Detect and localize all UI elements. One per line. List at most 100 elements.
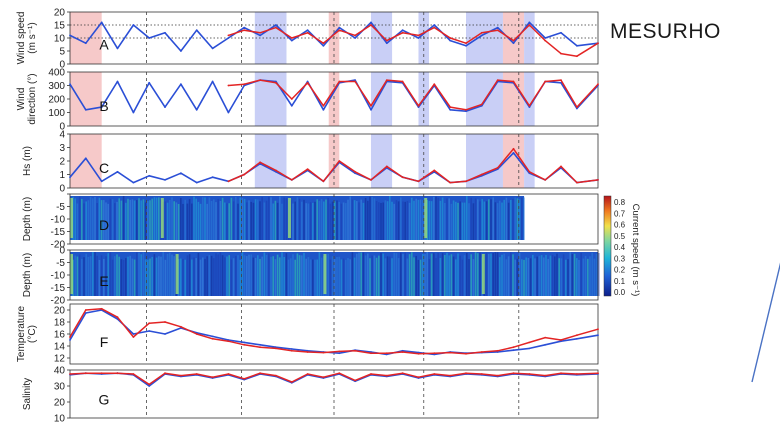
data-point (401, 176, 404, 179)
data-point (290, 348, 293, 350)
data-point (259, 343, 261, 346)
heatmap-streak (281, 203, 283, 240)
heatmap-streak (270, 256, 272, 296)
heatmap-streak (404, 252, 406, 296)
heatmap-streak (406, 200, 409, 240)
heatmap-streak (474, 198, 477, 240)
colorbar-tick-label: 0.2 (614, 266, 626, 275)
heatmap-streak (191, 203, 193, 240)
heatmap-streak (430, 253, 433, 296)
heatmap-streak (197, 201, 200, 240)
data-point (306, 351, 309, 353)
heatmap-streak (446, 252, 448, 296)
heatmap-streak (428, 259, 431, 296)
panel-letter: B (99, 98, 108, 114)
y-tick-label: 200 (48, 95, 65, 106)
heatmap-streak (140, 254, 142, 296)
data-point (401, 80, 404, 83)
heatmap-streak (490, 253, 492, 296)
data-point (164, 106, 166, 108)
data-point (528, 347, 531, 350)
heatmap-streak (408, 254, 411, 296)
heatmap-streak (81, 258, 83, 296)
heatmap-streak (347, 199, 349, 240)
heatmap-streak (510, 252, 512, 296)
heatmap-streak (239, 259, 241, 296)
data-point (211, 176, 214, 179)
heatmap-streak (180, 198, 182, 240)
heatmap-streak (217, 254, 219, 296)
data-point (354, 79, 356, 81)
heatmap-streak (208, 197, 211, 240)
heatmap-streak (215, 253, 217, 296)
colorbar-tick-label: 0.8 (614, 198, 626, 207)
heatmap-streak (329, 259, 332, 296)
heatmap-streak (131, 199, 134, 240)
data-point (322, 44, 325, 47)
heatmap-streak (362, 252, 365, 296)
y-tick-label: -20 (51, 296, 66, 307)
data-point (84, 309, 87, 311)
data-point (148, 81, 151, 84)
heatmap-streak (252, 202, 255, 240)
heatmap-streak (384, 200, 387, 240)
heatmap-streak (144, 259, 147, 296)
heatmap-streak (560, 258, 563, 296)
y-tick-label: 0 (59, 60, 65, 71)
heatmap-streak (353, 257, 356, 296)
data-point (417, 180, 420, 183)
heatmap-streak (160, 198, 164, 238)
heatmap-streak (342, 258, 345, 296)
heatmap-streak (448, 255, 450, 296)
heatmap-streak (518, 252, 521, 296)
heatmap-streak (419, 199, 422, 240)
heatmap-streak (186, 203, 189, 240)
heatmap-streak (169, 199, 171, 240)
heatmap-streak (329, 203, 332, 240)
data-point (322, 376, 325, 379)
heatmap-streak (380, 252, 382, 296)
heatmap-streak (411, 197, 413, 240)
heatmap-streak (521, 259, 523, 296)
data-point (417, 106, 420, 108)
heatmap-streak (356, 253, 358, 296)
heatmap-streak (391, 201, 393, 240)
heatmap-streak (261, 256, 263, 296)
heatmap-streak (459, 201, 461, 240)
heatmap-streak (177, 203, 180, 240)
panel-e: -20 -15-10 -50 Depth (m) E (22, 246, 600, 307)
heatmap-streak (309, 259, 312, 296)
heatmap-streak (243, 198, 246, 240)
y-tick-label: 30 (54, 382, 66, 393)
heatmap-streak (232, 201, 235, 240)
y-tick-label: 400 (48, 68, 65, 79)
heatmap-streak (378, 202, 380, 240)
heatmap-streak (116, 201, 118, 240)
y-tick-label: -10 (51, 271, 66, 282)
heatmap-streak (199, 259, 202, 296)
heatmap-streak (562, 254, 565, 296)
heatmap-streak (512, 198, 514, 240)
data-point (243, 173, 246, 176)
heatmap-streak (367, 253, 369, 296)
heatmap-streak (268, 253, 270, 296)
data-point (433, 83, 436, 86)
heatmap-streak (426, 252, 428, 296)
heatmap-streak (182, 203, 184, 240)
data-point (597, 372, 599, 375)
data-point (370, 108, 372, 111)
heatmap-streak (276, 202, 279, 240)
data-point (544, 336, 547, 339)
heatmap-streak (358, 252, 360, 296)
data-point (597, 83, 599, 86)
data-point (417, 376, 420, 379)
heatmap-streak (85, 253, 87, 296)
panel-letter: A (99, 36, 109, 52)
heatmap-streak (125, 258, 127, 296)
heatmap-streak (375, 200, 378, 240)
data-point (69, 34, 71, 37)
heatmap-streak (439, 200, 442, 240)
heatmap-streak (254, 199, 257, 240)
heatmap-streak (501, 254, 503, 296)
data-point (496, 79, 499, 81)
